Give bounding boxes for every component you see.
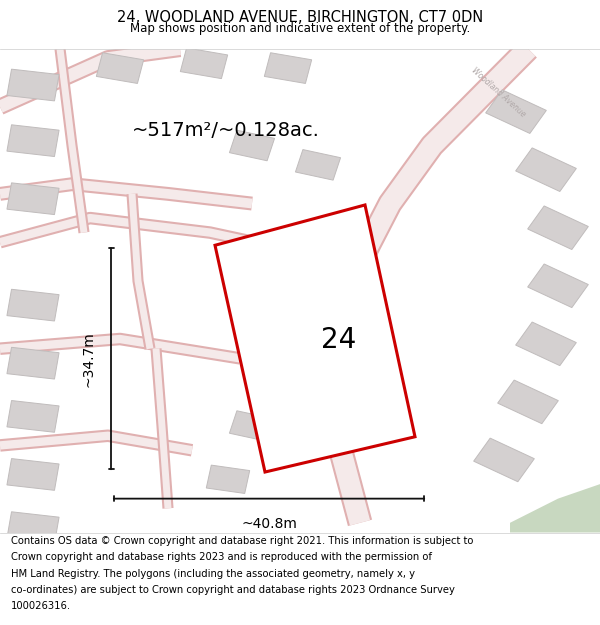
- Polygon shape: [295, 149, 341, 180]
- Text: 24: 24: [322, 326, 356, 354]
- Polygon shape: [265, 52, 311, 84]
- Polygon shape: [7, 289, 59, 321]
- Polygon shape: [497, 380, 559, 424]
- Polygon shape: [7, 125, 59, 156]
- Polygon shape: [229, 411, 275, 441]
- Polygon shape: [515, 148, 577, 191]
- Text: 24, WOODLAND AVENUE, BIRCHINGTON, CT7 0DN: 24, WOODLAND AVENUE, BIRCHINGTON, CT7 0D…: [117, 10, 483, 25]
- Polygon shape: [485, 90, 547, 134]
- Polygon shape: [7, 459, 59, 491]
- Text: Crown copyright and database rights 2023 and is reproduced with the permission o: Crown copyright and database rights 2023…: [11, 552, 432, 562]
- Text: ~34.7m: ~34.7m: [82, 331, 96, 386]
- Polygon shape: [229, 130, 275, 161]
- Polygon shape: [473, 438, 535, 482]
- Polygon shape: [181, 48, 227, 79]
- Polygon shape: [206, 465, 250, 494]
- Text: Woodland Avenue: Woodland Avenue: [361, 266, 383, 335]
- Polygon shape: [7, 348, 59, 379]
- Polygon shape: [527, 264, 589, 308]
- Polygon shape: [510, 484, 600, 532]
- Polygon shape: [7, 512, 59, 544]
- Polygon shape: [7, 69, 59, 101]
- Polygon shape: [97, 52, 143, 84]
- Text: ~40.8m: ~40.8m: [241, 517, 297, 531]
- Polygon shape: [527, 206, 589, 249]
- Text: co-ordinates) are subject to Crown copyright and database rights 2023 Ordnance S: co-ordinates) are subject to Crown copyr…: [11, 585, 455, 595]
- Polygon shape: [515, 322, 577, 366]
- Polygon shape: [7, 183, 59, 214]
- Polygon shape: [7, 401, 59, 432]
- Text: HM Land Registry. The polygons (including the associated geometry, namely x, y: HM Land Registry. The polygons (includin…: [11, 569, 415, 579]
- Text: ~517m²/~0.128ac.: ~517m²/~0.128ac.: [132, 121, 320, 141]
- Text: Map shows position and indicative extent of the property.: Map shows position and indicative extent…: [130, 22, 470, 35]
- Text: Contains OS data © Crown copyright and database right 2021. This information is : Contains OS data © Crown copyright and d…: [11, 536, 473, 546]
- Polygon shape: [215, 205, 415, 472]
- Text: Woodland Avenue: Woodland Avenue: [469, 66, 527, 119]
- Text: 100026316.: 100026316.: [11, 601, 71, 611]
